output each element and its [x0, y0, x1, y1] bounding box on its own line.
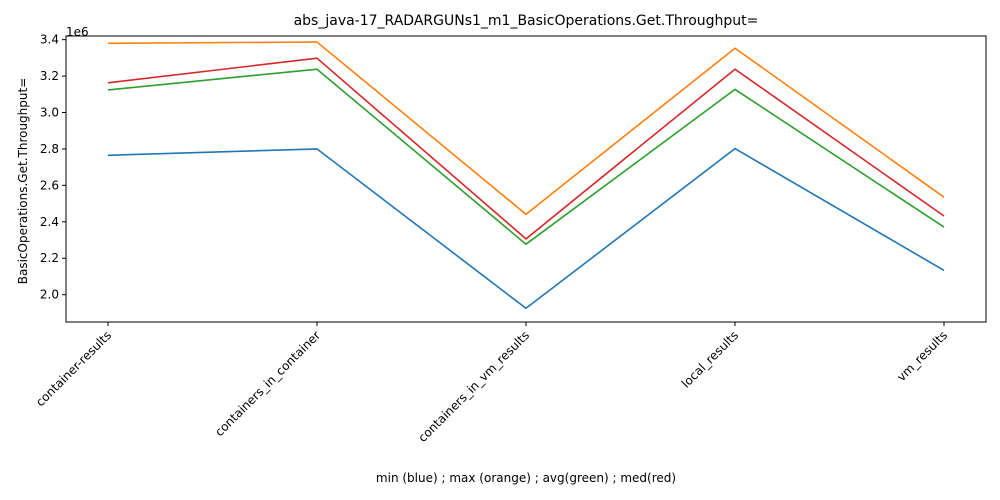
y-tick-label: 2.0: [40, 288, 59, 302]
series-line-2: [107, 68, 945, 246]
x-tick-label: containers_in_container: [212, 328, 323, 439]
y-tick-label: 3.0: [40, 106, 59, 120]
y-tick-label: 2.8: [40, 142, 59, 156]
chart-title: abs_java-17_RADARGUNs1_m1_BasicOperation…: [294, 13, 759, 29]
series-line-0: [107, 147, 945, 310]
plot-area: 2.0 2.2 2.4 2.6 2.8 3.0 3.2 3.4 container-result…: [33, 33, 987, 445]
y-tick-label: 3.4: [40, 33, 59, 47]
plot-frame: [65, 35, 987, 323]
y-tick-label: 2.2: [40, 251, 59, 265]
y-offset-label: 1e6: [66, 25, 89, 39]
series-line-1: [107, 41, 945, 216]
series-line-3: [107, 57, 945, 240]
y-axis-label: BasicOperations.Get.Throughput=: [16, 78, 30, 285]
y-tick-label: 2.6: [40, 178, 59, 192]
x-tick-label: containers_in_vm_results: [415, 328, 532, 445]
y-tick-label: 2.4: [40, 215, 59, 229]
y-tick-label: 3.2: [40, 69, 59, 83]
x-tick-label: local_results: [679, 328, 741, 390]
x-tick-label: container-results: [33, 328, 114, 409]
x-tick-label: vm_results: [894, 328, 950, 384]
x-axis-label: min (blue) ; max (orange) ; avg(green) ;…: [376, 471, 676, 485]
